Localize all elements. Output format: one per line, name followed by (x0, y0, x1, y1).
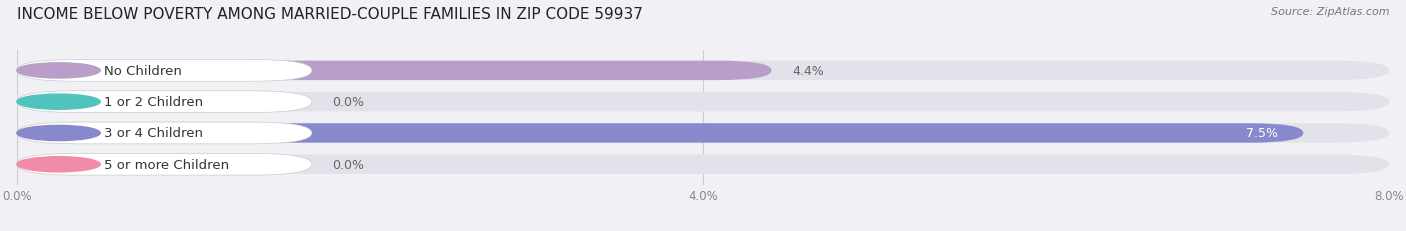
Text: Source: ZipAtlas.com: Source: ZipAtlas.com (1271, 7, 1389, 17)
FancyBboxPatch shape (17, 124, 1389, 143)
FancyBboxPatch shape (17, 93, 1389, 112)
FancyBboxPatch shape (17, 154, 312, 175)
Text: 0.0%: 0.0% (332, 96, 364, 109)
FancyBboxPatch shape (17, 91, 312, 113)
Text: 3 or 4 Children: 3 or 4 Children (104, 127, 202, 140)
Circle shape (17, 157, 100, 172)
Text: 4.4%: 4.4% (792, 65, 824, 78)
FancyBboxPatch shape (17, 60, 312, 82)
FancyBboxPatch shape (17, 61, 772, 81)
Circle shape (17, 95, 100, 110)
FancyBboxPatch shape (17, 124, 1303, 143)
FancyBboxPatch shape (17, 61, 1389, 81)
FancyBboxPatch shape (17, 155, 1389, 174)
Circle shape (17, 64, 100, 79)
Text: No Children: No Children (104, 65, 181, 78)
Circle shape (17, 126, 100, 141)
Text: INCOME BELOW POVERTY AMONG MARRIED-COUPLE FAMILIES IN ZIP CODE 59937: INCOME BELOW POVERTY AMONG MARRIED-COUPL… (17, 7, 643, 22)
Text: 1 or 2 Children: 1 or 2 Children (104, 96, 202, 109)
Text: 7.5%: 7.5% (1246, 127, 1278, 140)
FancyBboxPatch shape (17, 123, 312, 144)
Text: 0.0%: 0.0% (332, 158, 364, 171)
Text: 5 or more Children: 5 or more Children (104, 158, 229, 171)
